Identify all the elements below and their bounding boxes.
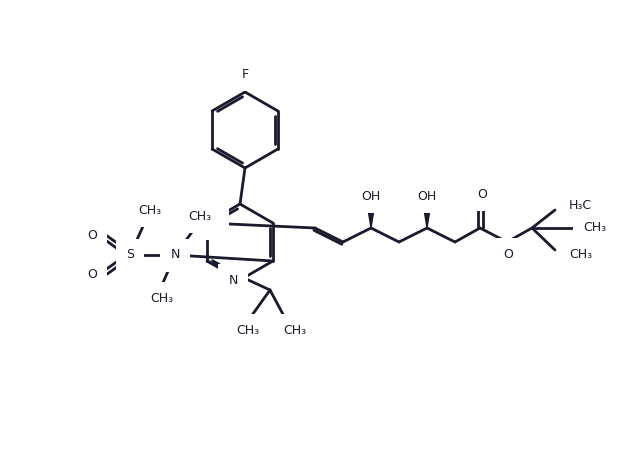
Text: CH₃: CH₃ bbox=[150, 291, 173, 305]
Text: F: F bbox=[241, 68, 248, 80]
Text: CH₃: CH₃ bbox=[236, 323, 260, 337]
Text: CH₃: CH₃ bbox=[138, 204, 161, 217]
Text: CH₃: CH₃ bbox=[569, 249, 592, 261]
Text: OH: OH bbox=[362, 189, 381, 203]
Polygon shape bbox=[424, 206, 431, 228]
Text: S: S bbox=[126, 249, 134, 261]
Text: O: O bbox=[87, 228, 97, 242]
Text: H₃C: H₃C bbox=[569, 198, 592, 212]
Text: CH₃: CH₃ bbox=[583, 220, 606, 234]
Text: O: O bbox=[503, 248, 513, 260]
Text: OH: OH bbox=[417, 189, 436, 203]
Text: O: O bbox=[477, 188, 487, 201]
Text: CH₃: CH₃ bbox=[284, 323, 307, 337]
Polygon shape bbox=[367, 206, 374, 228]
Text: N: N bbox=[228, 274, 237, 287]
Text: O: O bbox=[87, 268, 97, 282]
Text: N: N bbox=[170, 249, 180, 261]
Text: CH₃: CH₃ bbox=[188, 210, 212, 222]
Text: N: N bbox=[209, 217, 219, 229]
